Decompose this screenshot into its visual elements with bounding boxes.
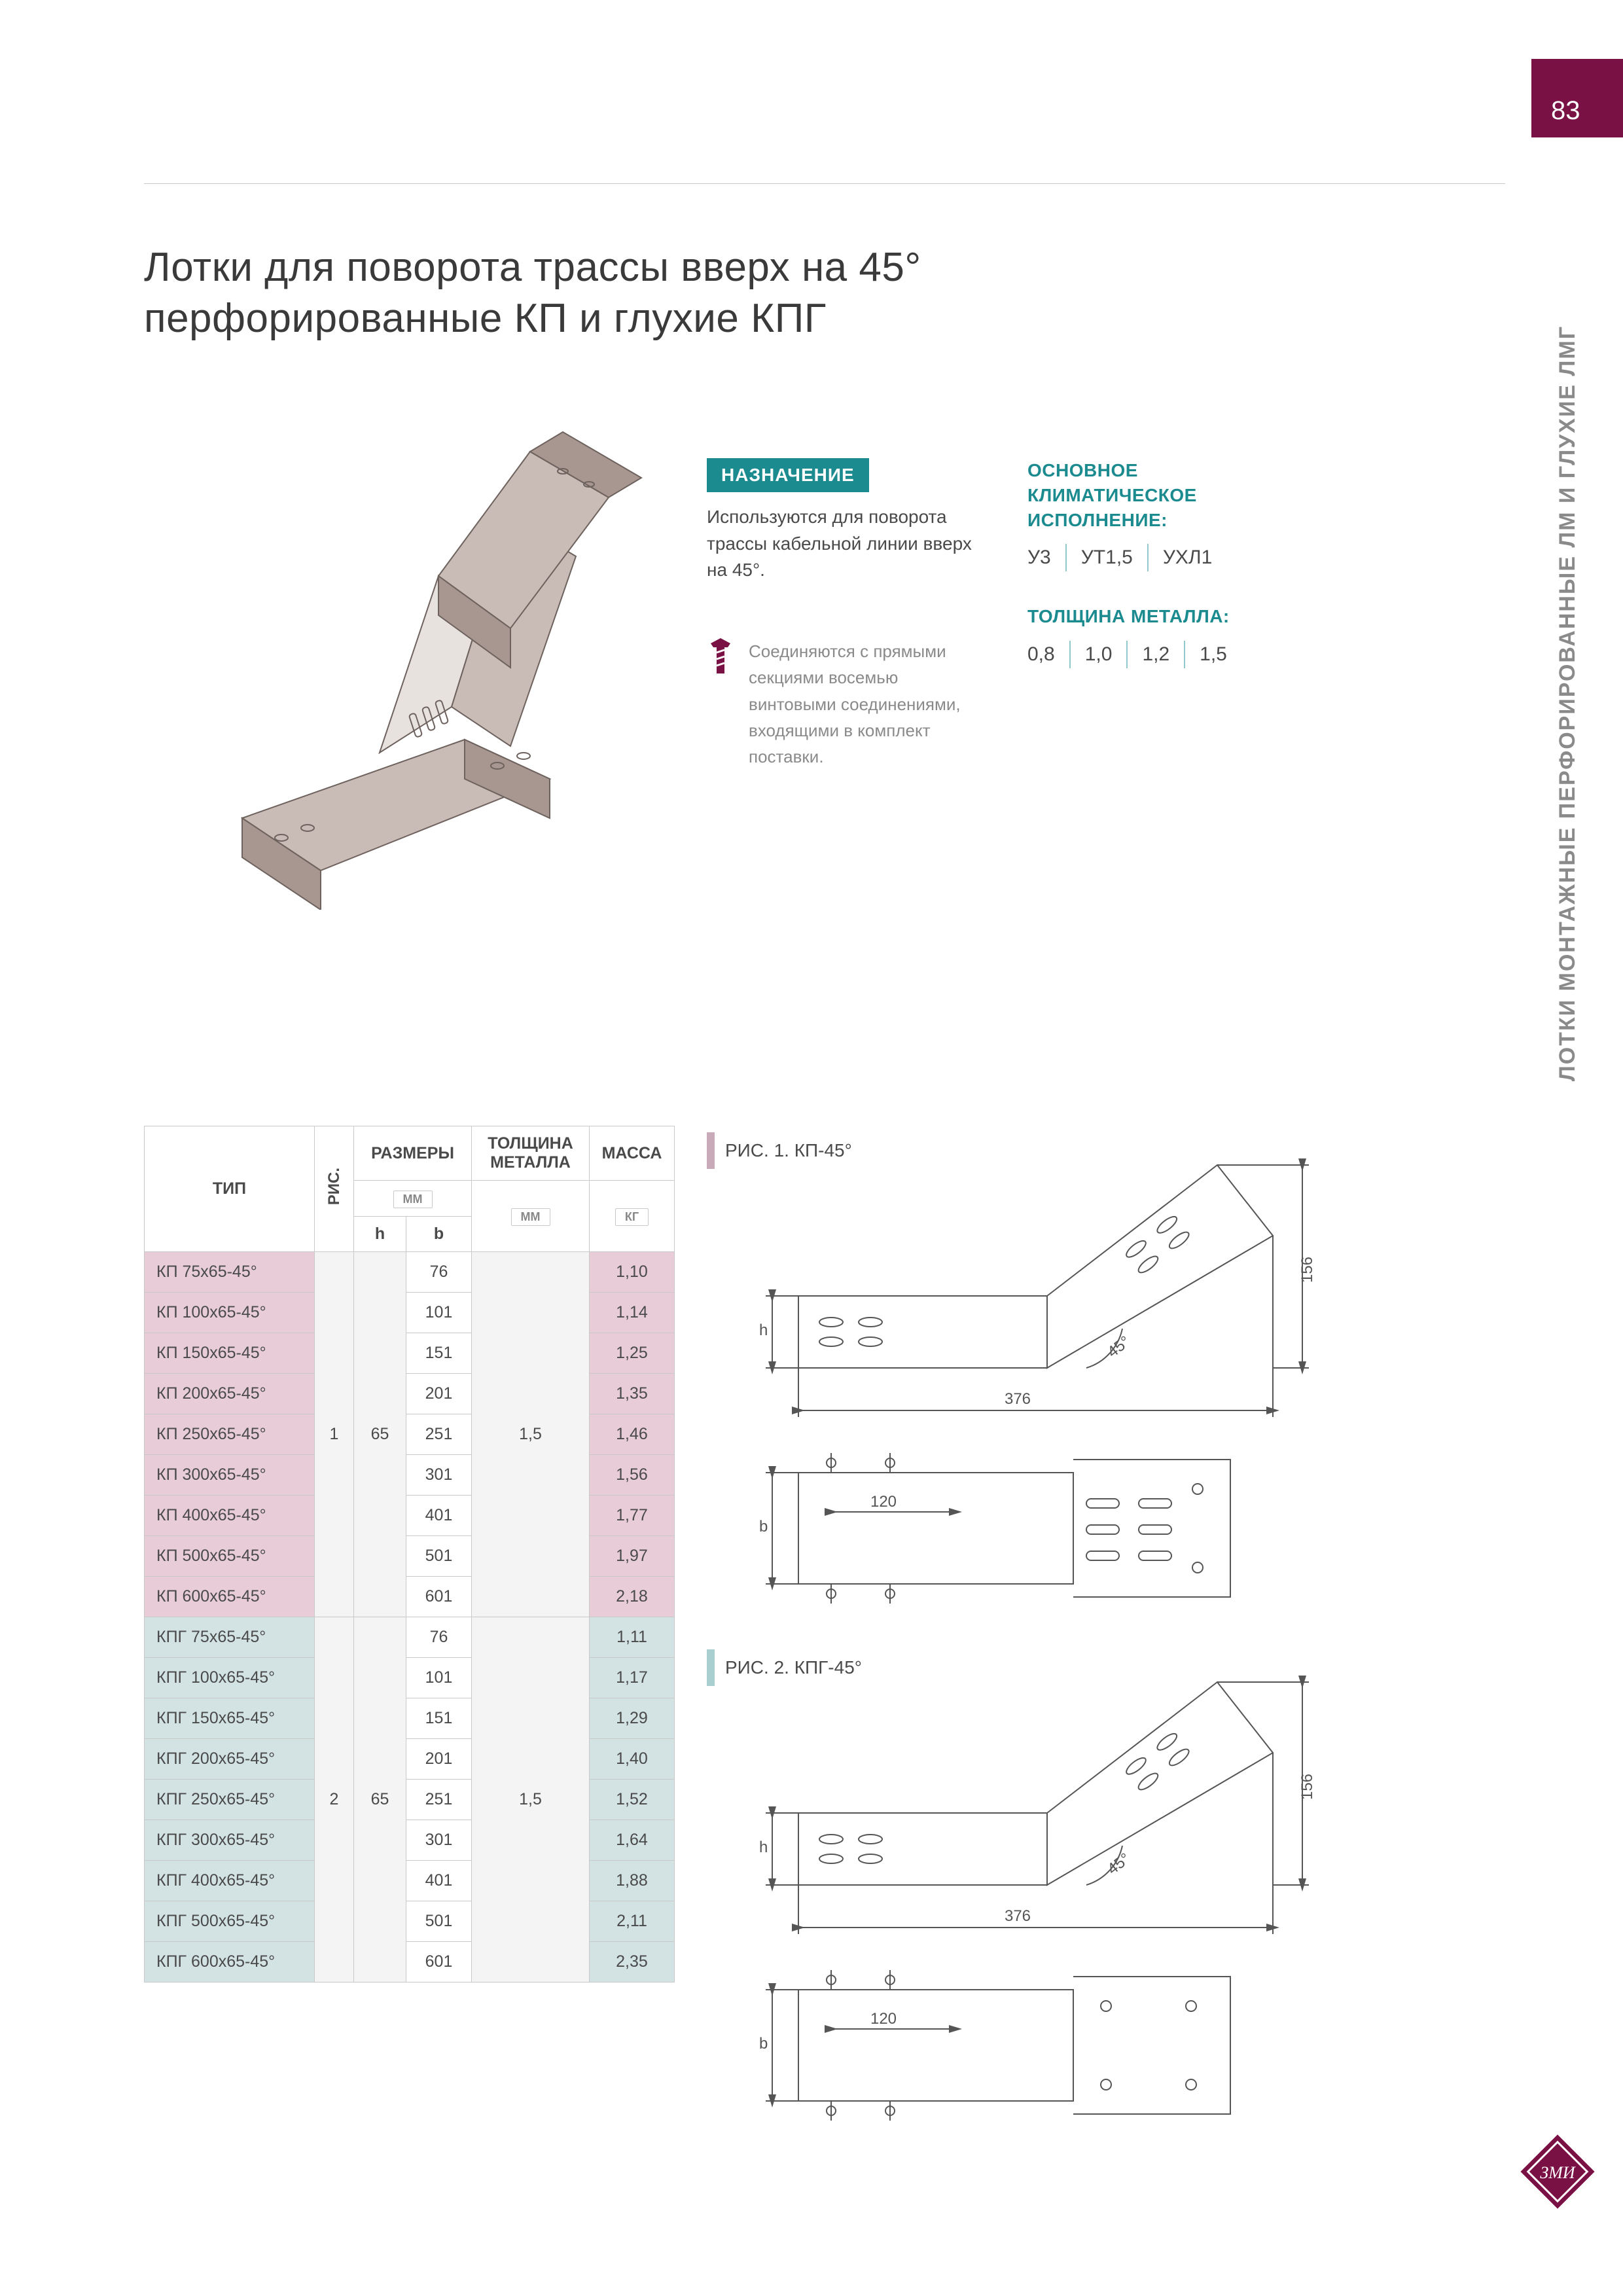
th-unit-mm-2: ММ bbox=[472, 1181, 590, 1252]
svg-text:h: h bbox=[759, 1321, 768, 1339]
table-row: КП 600х65-45°6012,18 bbox=[145, 1577, 675, 1617]
spec-table: ТИП РИС. РАЗМЕРЫ ТОЛЩИНА МЕТАЛЛА МАССА М… bbox=[144, 1126, 675, 1982]
table-row: КПГ 300х65-45°3011,64 bbox=[145, 1820, 675, 1861]
table-row: КП 250х65-45°2511,46 bbox=[145, 1414, 675, 1455]
svg-text:120: 120 bbox=[870, 1493, 897, 1511]
th-unit-mm-1: ММ bbox=[354, 1181, 472, 1217]
table-row: КПГ 100х65-45°1011,17 bbox=[145, 1658, 675, 1698]
th-thick: ТОЛЩИНА МЕТАЛЛА bbox=[472, 1126, 590, 1181]
climate-values: У3УТ1,5УХЛ1 bbox=[1027, 544, 1309, 571]
table-row: КПГ 75х65-45°265761,51,11 bbox=[145, 1617, 675, 1658]
table-row: КП 200х65-45°2011,35 bbox=[145, 1374, 675, 1414]
table-row: КП 150х65-45°1511,25 bbox=[145, 1333, 675, 1374]
th-fig: РИС. bbox=[315, 1126, 354, 1252]
svg-text:45°: 45° bbox=[1104, 1333, 1133, 1361]
screw-icon bbox=[707, 638, 734, 770]
table-row: КПГ 400х65-45°4011,88 bbox=[145, 1861, 675, 1901]
table-row: КПГ 250х65-45°2511,52 bbox=[145, 1780, 675, 1820]
svg-text:156: 156 bbox=[1298, 1774, 1316, 1800]
figure-1-drawing: h 376 156 45° 120 b bbox=[720, 1132, 1322, 1610]
thickness-values: 0,81,01,21,5 bbox=[1027, 641, 1309, 668]
info-right: ОСНОВНОЕ КЛИМАТИЧЕСКОЕ ИСПОЛНЕНИЕ: У3УТ1… bbox=[1027, 458, 1309, 701]
purpose-badge: НАЗНАЧЕНИЕ bbox=[707, 458, 869, 492]
purpose-block: НАЗНАЧЕНИЕ Используются для поворота тра… bbox=[707, 458, 982, 584]
table-row: КП 400х65-45°4011,77 bbox=[145, 1496, 675, 1536]
purpose-text: Используются для поворота трассы кабельн… bbox=[707, 504, 982, 584]
screw-note-text: Соединяются с прямыми секциями восемью в… bbox=[749, 638, 982, 770]
svg-text:ЗМИ: ЗМИ bbox=[1540, 2163, 1576, 2182]
top-rule bbox=[144, 183, 1505, 184]
th-unit-kg: КГ bbox=[590, 1181, 675, 1252]
screw-note: Соединяются с прямыми секциями восемью в… bbox=[707, 638, 982, 770]
svg-text:120: 120 bbox=[870, 2010, 897, 2028]
svg-text:h: h bbox=[759, 1839, 768, 1856]
climate-heading: ОСНОВНОЕ КЛИМАТИЧЕСКОЕ ИСПОЛНЕНИЕ: bbox=[1027, 458, 1309, 532]
table-row: КП 300х65-45°3011,56 bbox=[145, 1455, 675, 1496]
brand-logo: ЗМИ bbox=[1518, 2132, 1597, 2211]
table-row: КПГ 200х65-45°2011,40 bbox=[145, 1739, 675, 1780]
svg-text:45°: 45° bbox=[1104, 1850, 1133, 1878]
svg-text:376: 376 bbox=[1005, 1907, 1031, 1925]
table-row: КП 100х65-45°1011,14 bbox=[145, 1293, 675, 1333]
svg-text:b: b bbox=[759, 1518, 768, 1535]
table-row: КПГ 150х65-45°1511,29 bbox=[145, 1698, 675, 1739]
figure-2-drawing: h 376 156 45° 120 b bbox=[720, 1649, 1322, 2127]
product-illustration bbox=[223, 412, 661, 910]
table-row: КП 75х65-45°165761,51,10 bbox=[145, 1252, 675, 1293]
table-row: КПГ 600х65-45°6012,35 bbox=[145, 1942, 675, 1982]
th-dims: РАЗМЕРЫ bbox=[354, 1126, 472, 1181]
svg-text:156: 156 bbox=[1298, 1257, 1316, 1283]
th-mass: МАССА bbox=[590, 1126, 675, 1181]
th-type: ТИП bbox=[145, 1126, 315, 1252]
thickness-heading: ТОЛЩИНА МЕТАЛЛА: bbox=[1027, 604, 1309, 629]
th-h: h bbox=[354, 1217, 406, 1252]
table-row: КПГ 500х65-45°5012,11 bbox=[145, 1901, 675, 1942]
page-title: Лотки для поворота трассы вверх на 45° п… bbox=[144, 242, 921, 344]
table-row: КП 500х65-45°5011,97 bbox=[145, 1536, 675, 1577]
sidebar-section-title: ЛОТКИ МОНТАЖНЫЕ ПЕРФОРИРОВАННЫЕ ЛМ И ГЛУ… bbox=[1551, 229, 1584, 1178]
page-number: 83 bbox=[1531, 59, 1623, 137]
th-b: b bbox=[406, 1217, 472, 1252]
svg-text:b: b bbox=[759, 2035, 768, 2053]
svg-text:376: 376 bbox=[1005, 1390, 1031, 1408]
